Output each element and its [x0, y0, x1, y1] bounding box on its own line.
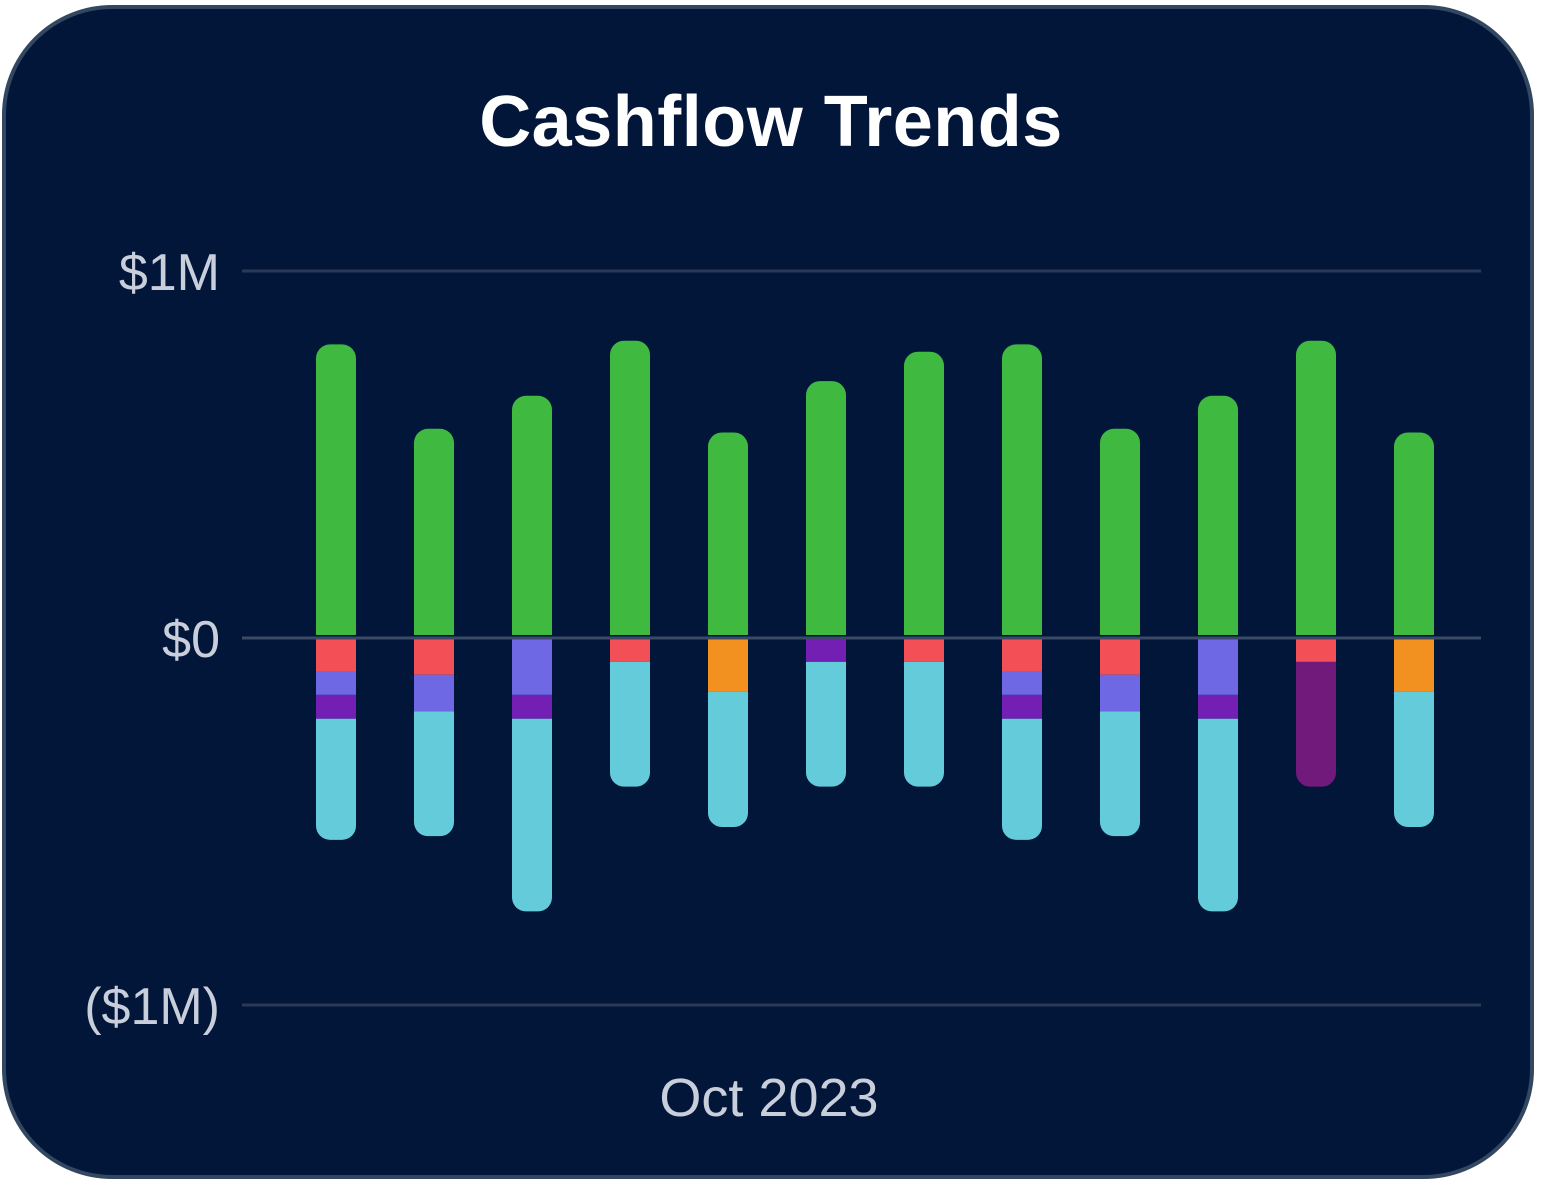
bar-segment-outflow — [512, 718, 552, 912]
bar-segment-outflow — [1100, 711, 1140, 837]
bar-stack — [708, 432, 748, 828]
bar-segment-inflow — [414, 428, 454, 635]
bar-segment-inflow — [1198, 395, 1238, 635]
y-axis-ticks: $1M $0 ($1M) — [84, 244, 220, 1036]
bar-segment-outflow — [1394, 638, 1434, 692]
bar-segment-inflow — [512, 395, 552, 635]
bar-segment-outflow — [1002, 638, 1042, 672]
bar-segment-outflow — [1394, 691, 1434, 828]
bar-segment-outflow — [316, 638, 356, 672]
bar-segment-inflow — [316, 344, 356, 635]
bar-stack — [1394, 432, 1434, 828]
bar-stack — [904, 351, 944, 787]
bar-segment-outflow — [1002, 694, 1042, 719]
bar-segment-outflow — [904, 638, 944, 662]
bar-segment-outflow — [316, 718, 356, 840]
x-axis-label: Oct 2023 — [659, 1068, 878, 1128]
bar-stack — [1100, 428, 1140, 837]
bar-segment-outflow — [316, 694, 356, 719]
bar-segment-outflow — [1100, 638, 1140, 675]
bar-segment-outflow — [1002, 718, 1042, 840]
bar-segment-outflow — [610, 661, 650, 787]
bar-segment-outflow — [414, 674, 454, 712]
bar-segment-outflow — [1198, 694, 1238, 719]
bar-segment-outflow — [806, 661, 846, 787]
y-tick-label: $0 — [162, 611, 220, 669]
bar-stack — [1296, 340, 1336, 787]
bar-segment-outflow — [1198, 718, 1238, 912]
bar-stack — [316, 344, 356, 840]
bar-segment-inflow — [708, 432, 748, 635]
bar-stack — [806, 381, 846, 787]
bar-stack — [414, 428, 454, 837]
bar-segment-outflow — [414, 711, 454, 837]
bar-segment-outflow — [1296, 661, 1336, 787]
bar-segment-outflow — [610, 638, 650, 662]
bar-segment-outflow — [708, 691, 748, 828]
bar-stack — [1002, 344, 1042, 840]
bar-segment-outflow — [1100, 674, 1140, 712]
y-tick-label: ($1M) — [84, 978, 220, 1036]
bar-segment-inflow — [1100, 428, 1140, 635]
bar-segment-inflow — [1296, 340, 1336, 635]
bar-segment-inflow — [904, 351, 944, 635]
cashflow-widget — [2, 5, 1534, 1179]
bar-segment-outflow — [904, 661, 944, 787]
bar-segment-outflow — [512, 694, 552, 719]
bar-segment-inflow — [610, 340, 650, 635]
bar-segment-inflow — [1394, 432, 1434, 635]
bar-stack — [1198, 395, 1238, 912]
bars — [316, 340, 1434, 912]
chart-title: Cashflow Trends — [479, 82, 1063, 162]
bar-segment-outflow — [1002, 671, 1042, 695]
bar-segment-inflow — [806, 381, 846, 635]
y-tick-label: $1M — [119, 244, 220, 302]
bar-stack — [512, 395, 552, 912]
bar-segment-outflow — [1198, 638, 1238, 695]
bar-segment-outflow — [316, 671, 356, 695]
bar-segment-outflow — [708, 638, 748, 692]
bar-segment-outflow — [512, 638, 552, 695]
bar-stack — [610, 340, 650, 787]
bar-segment-outflow — [414, 638, 454, 675]
bar-segment-outflow — [1296, 638, 1336, 662]
bar-segment-inflow — [1002, 344, 1042, 635]
bar-segment-outflow — [806, 638, 846, 662]
